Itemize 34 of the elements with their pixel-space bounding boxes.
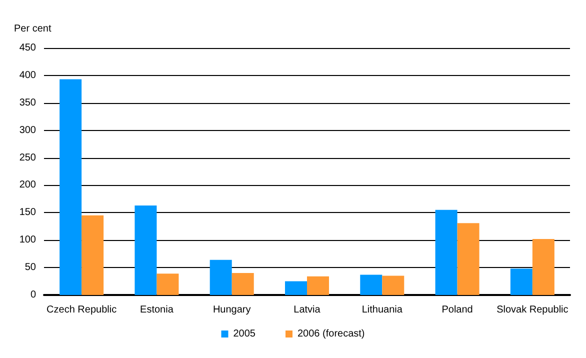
bar [457, 223, 480, 295]
y-tick-label: 200 [19, 180, 36, 191]
bar [532, 239, 554, 295]
bar [82, 215, 104, 295]
bar [134, 206, 157, 295]
legend-label: 2006 (forecast) [297, 328, 365, 340]
bar [360, 274, 382, 295]
bar [60, 79, 82, 295]
legend-label: 2005 [233, 328, 256, 340]
x-tick-label: Hungary [212, 304, 251, 316]
y-tick-label: 350 [19, 97, 36, 108]
y-tick-label: 50 [24, 262, 36, 274]
y-tick-label: 150 [19, 207, 36, 218]
y-tick-label: 450 [19, 42, 36, 54]
bar [382, 276, 404, 295]
y-tick-label: 400 [19, 70, 36, 81]
bar [156, 274, 179, 295]
bar [435, 210, 458, 295]
y-tick-label: 250 [19, 152, 36, 164]
x-tick-label: Lithuania [362, 304, 403, 316]
y-tick-label: 0 [30, 290, 36, 300]
x-tick-label: Poland [442, 304, 473, 316]
x-tick-label: Latvia [294, 304, 321, 316]
x-tick-label: Estonia [140, 304, 174, 316]
y-tick-label: 300 [19, 124, 36, 136]
bar [232, 273, 254, 295]
bar [285, 281, 307, 295]
x-tick-label: Slovak Republic [496, 304, 568, 316]
bar [510, 268, 532, 295]
y-axis-title: Per cent [14, 24, 52, 34]
bar [210, 260, 232, 295]
bar [307, 276, 329, 295]
x-tick-label: Czech Republic [46, 304, 117, 316]
y-tick-label: 100 [19, 234, 36, 246]
